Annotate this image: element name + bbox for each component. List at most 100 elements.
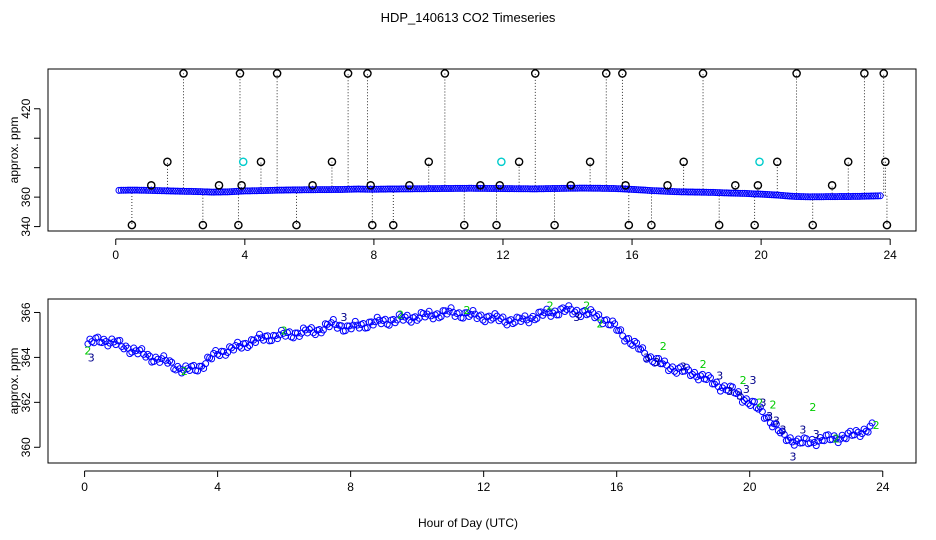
data-point — [829, 193, 837, 201]
data-point — [445, 307, 453, 315]
data-point — [704, 372, 712, 380]
label-3-point: 3 — [340, 311, 347, 324]
data-point — [237, 187, 245, 195]
label-2-point: 2 — [809, 401, 816, 414]
flask-point — [272, 69, 282, 78]
data-point — [745, 190, 753, 198]
flask-point — [621, 181, 630, 190]
data-point — [723, 189, 731, 197]
data-point — [768, 191, 776, 199]
data-point — [136, 346, 144, 354]
x-tick-label: 8 — [371, 248, 378, 262]
flask-point — [663, 181, 672, 190]
data-point — [305, 325, 313, 333]
data-point — [559, 304, 567, 312]
flask-point — [127, 220, 137, 230]
label-2-point: 2 — [583, 300, 590, 313]
data-point — [689, 188, 697, 196]
data-point — [784, 436, 792, 444]
data-point — [684, 188, 692, 196]
data-point — [156, 187, 164, 195]
data-point — [149, 186, 157, 194]
data-point — [874, 192, 882, 200]
data-point — [544, 185, 552, 193]
data-point — [531, 316, 539, 324]
data-point — [287, 186, 295, 194]
data-point — [583, 184, 591, 192]
data-point — [165, 187, 173, 195]
flask-point — [492, 220, 501, 230]
flask-point — [459, 220, 469, 230]
data-point — [700, 188, 708, 196]
y-tick-label: 360 — [19, 437, 33, 457]
data-point — [551, 307, 559, 315]
data-point — [592, 184, 600, 192]
data-point — [712, 378, 720, 386]
data-point — [352, 185, 360, 193]
data-point — [560, 184, 568, 192]
data-point — [98, 339, 106, 347]
data-point — [348, 185, 356, 193]
flask-point — [860, 69, 869, 78]
data-point — [126, 186, 134, 194]
flask-point — [624, 220, 634, 230]
data-point — [865, 192, 873, 200]
data-point — [724, 387, 732, 395]
data-point — [634, 186, 642, 194]
data-point — [661, 357, 669, 365]
label-3-point: 3 — [766, 410, 773, 423]
data-point — [738, 189, 746, 197]
label-3-point: 3 — [789, 450, 796, 463]
data-point — [347, 325, 355, 333]
data-point — [576, 184, 584, 192]
data-point — [185, 187, 193, 195]
data-point — [171, 187, 179, 195]
data-point — [319, 326, 327, 334]
data-point — [727, 189, 735, 197]
data-point — [524, 185, 532, 193]
data-point — [813, 193, 821, 201]
data-point — [708, 380, 716, 388]
data-point — [711, 189, 719, 197]
data-point — [454, 184, 462, 192]
data-point — [372, 185, 380, 193]
data-point — [282, 186, 290, 194]
data-point — [244, 187, 252, 195]
data-point — [176, 365, 184, 373]
flask-point — [367, 220, 377, 230]
data-point — [790, 192, 798, 200]
data-point — [395, 311, 403, 319]
x-tick-label: 8 — [347, 480, 354, 494]
data-point — [323, 186, 331, 194]
data-point — [377, 185, 385, 193]
data-point — [646, 186, 654, 194]
data-point — [820, 193, 828, 201]
label-3-point: 3 — [88, 351, 95, 364]
data-point — [415, 185, 423, 193]
data-point — [858, 192, 866, 200]
data-point — [467, 184, 475, 192]
data-point — [384, 185, 392, 193]
data-point — [653, 354, 661, 362]
data-point — [350, 185, 358, 193]
data-point — [135, 186, 143, 194]
data-point — [210, 188, 218, 196]
flask-point — [881, 157, 890, 167]
data-point — [565, 302, 573, 310]
data-point — [872, 192, 880, 200]
data-point — [776, 429, 784, 437]
data-point — [759, 190, 767, 198]
data-point — [379, 317, 387, 325]
data-point — [256, 330, 264, 338]
data-point — [574, 184, 582, 192]
data-point — [788, 192, 796, 200]
data-point — [115, 186, 123, 194]
data-point — [160, 352, 168, 360]
label-2-point: 2 — [769, 399, 776, 412]
data-point — [273, 186, 281, 194]
data-point — [617, 326, 625, 334]
data-point — [321, 186, 329, 194]
data-point — [275, 186, 283, 194]
